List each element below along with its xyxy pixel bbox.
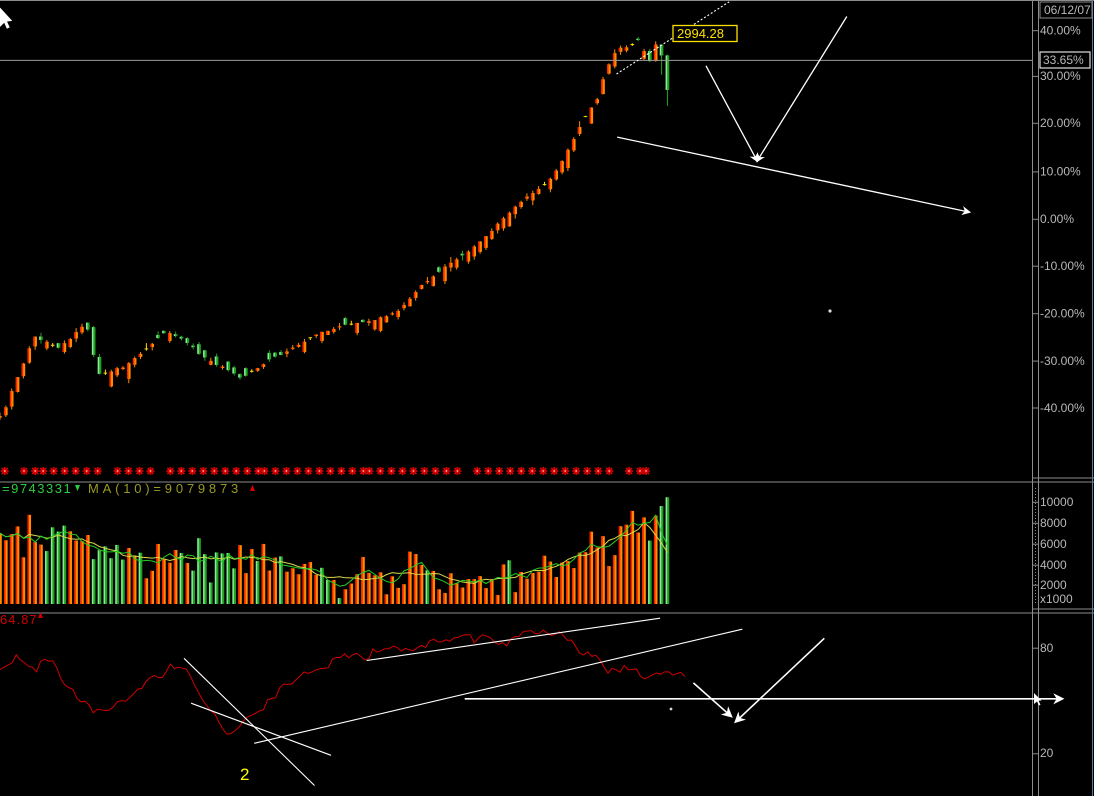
svg-text:2000: 2000 <box>1040 578 1067 592</box>
svg-text:2: 2 <box>240 765 249 784</box>
svg-text:33.65%: 33.65% <box>1043 53 1084 67</box>
svg-text:8000: 8000 <box>1040 516 1067 530</box>
svg-text:80: 80 <box>1040 641 1054 655</box>
svg-text:x1000: x1000 <box>1040 592 1073 606</box>
svg-text:2994.28: 2994.28 <box>677 26 724 41</box>
svg-text:10000: 10000 <box>1040 495 1074 509</box>
svg-text:20: 20 <box>1040 746 1054 760</box>
svg-text:-20.00%: -20.00% <box>1040 307 1085 321</box>
svg-text:64.87: 64.87 <box>0 612 38 627</box>
svg-text:40.00%: 40.00% <box>1040 24 1081 38</box>
svg-text:6000: 6000 <box>1040 537 1067 551</box>
svg-text:=9743331: =9743331 <box>2 481 72 496</box>
svg-text:10.00%: 10.00% <box>1040 165 1081 179</box>
svg-text:30.00%: 30.00% <box>1040 69 1081 83</box>
svg-text:-30.00%: -30.00% <box>1040 354 1085 368</box>
svg-text:06/12/07: 06/12/07 <box>1044 3 1091 17</box>
svg-text:MA(10)=9079873: MA(10)=9079873 <box>88 481 242 496</box>
svg-text:-10.00%: -10.00% <box>1040 259 1085 273</box>
svg-text:4000: 4000 <box>1040 558 1067 572</box>
svg-text:0.00%: 0.00% <box>1040 212 1074 226</box>
svg-text:-40.00%: -40.00% <box>1040 401 1085 415</box>
svg-text:20.00%: 20.00% <box>1040 116 1081 130</box>
